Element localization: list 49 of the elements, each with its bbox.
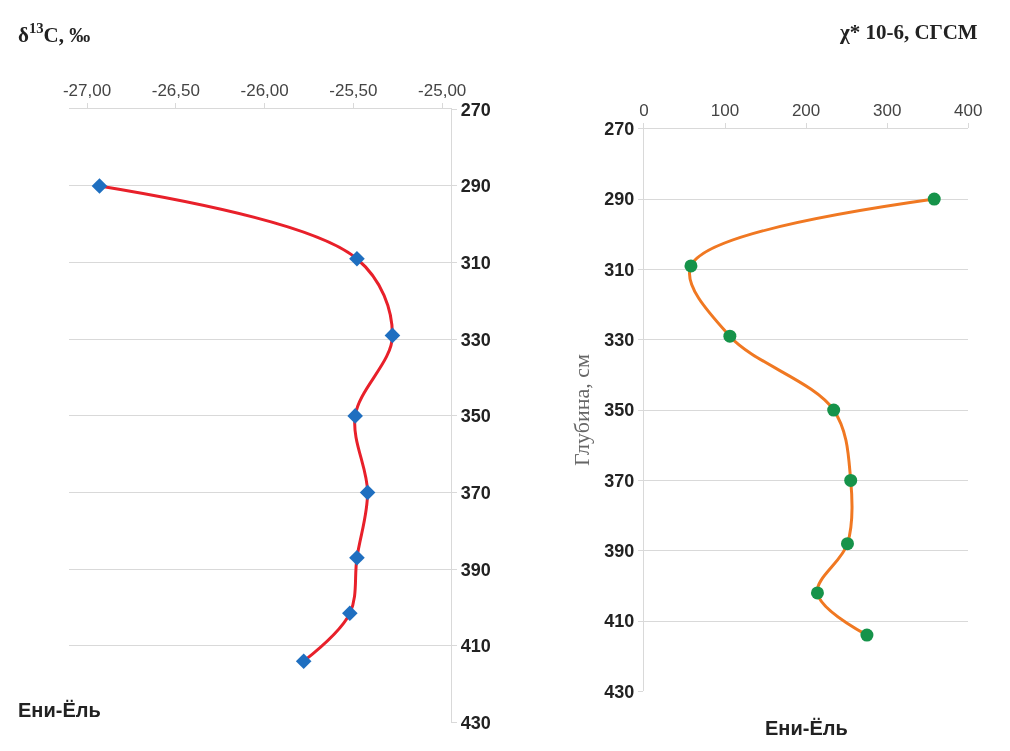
y-tick-label: 390 <box>460 559 491 580</box>
y-tick-label: 390 <box>604 541 635 562</box>
y-tick-label: 310 <box>604 259 635 280</box>
y-tick-label: 330 <box>460 329 491 350</box>
x-tick-label: 400 <box>954 100 983 120</box>
y-tick-label: 370 <box>604 470 635 491</box>
y-tick-label: 270 <box>604 119 635 140</box>
y-tick-label: 370 <box>460 482 491 503</box>
point <box>349 250 365 267</box>
y-tick-label: 430 <box>460 712 491 733</box>
point <box>723 329 737 343</box>
point <box>827 403 841 417</box>
y-tick-label: 290 <box>460 176 491 197</box>
y-tick-label: 410 <box>460 636 491 657</box>
point <box>347 408 363 424</box>
x-tick-label: -26,00 <box>240 81 289 101</box>
x-tick-label: 100 <box>710 100 740 120</box>
y-tick-label: 270 <box>460 99 491 120</box>
y-tick-label: 410 <box>604 611 635 632</box>
chart-title: χ* 10-6, СГСМ <box>839 20 978 44</box>
point <box>927 192 941 206</box>
point <box>384 327 401 344</box>
y-tick-label: 310 <box>460 252 491 273</box>
annotation: Ени-Ёль <box>18 699 101 721</box>
point <box>349 549 365 566</box>
y-tick-label: 290 <box>604 189 635 210</box>
point <box>684 259 698 273</box>
x-tick-label: -25,00 <box>418 81 467 101</box>
x-tick-label: -26,50 <box>151 81 200 101</box>
point <box>342 605 358 622</box>
x-tick-label: 200 <box>791 100 821 120</box>
point <box>840 537 854 551</box>
point <box>359 484 376 501</box>
y-tick-label: 330 <box>604 330 635 351</box>
point <box>810 586 824 600</box>
x-tick-label: 0 <box>639 100 649 120</box>
point <box>91 178 108 194</box>
point <box>295 653 312 669</box>
chart-title: δ$^{13}$C, ‰ <box>18 20 91 47</box>
x-tick-label: -27,00 <box>62 81 112 101</box>
y-axis-title: Глубина, см <box>569 354 595 467</box>
text: Ени-Ёль <box>765 717 848 739</box>
x-tick-label: 300 <box>873 100 902 120</box>
x-tick-label: -25,50 <box>329 81 378 101</box>
y-tick-label: 350 <box>460 406 491 427</box>
y-tick-label: 350 <box>604 400 635 421</box>
y-tick-label: 430 <box>604 681 635 702</box>
point <box>844 473 858 487</box>
point <box>860 628 874 642</box>
